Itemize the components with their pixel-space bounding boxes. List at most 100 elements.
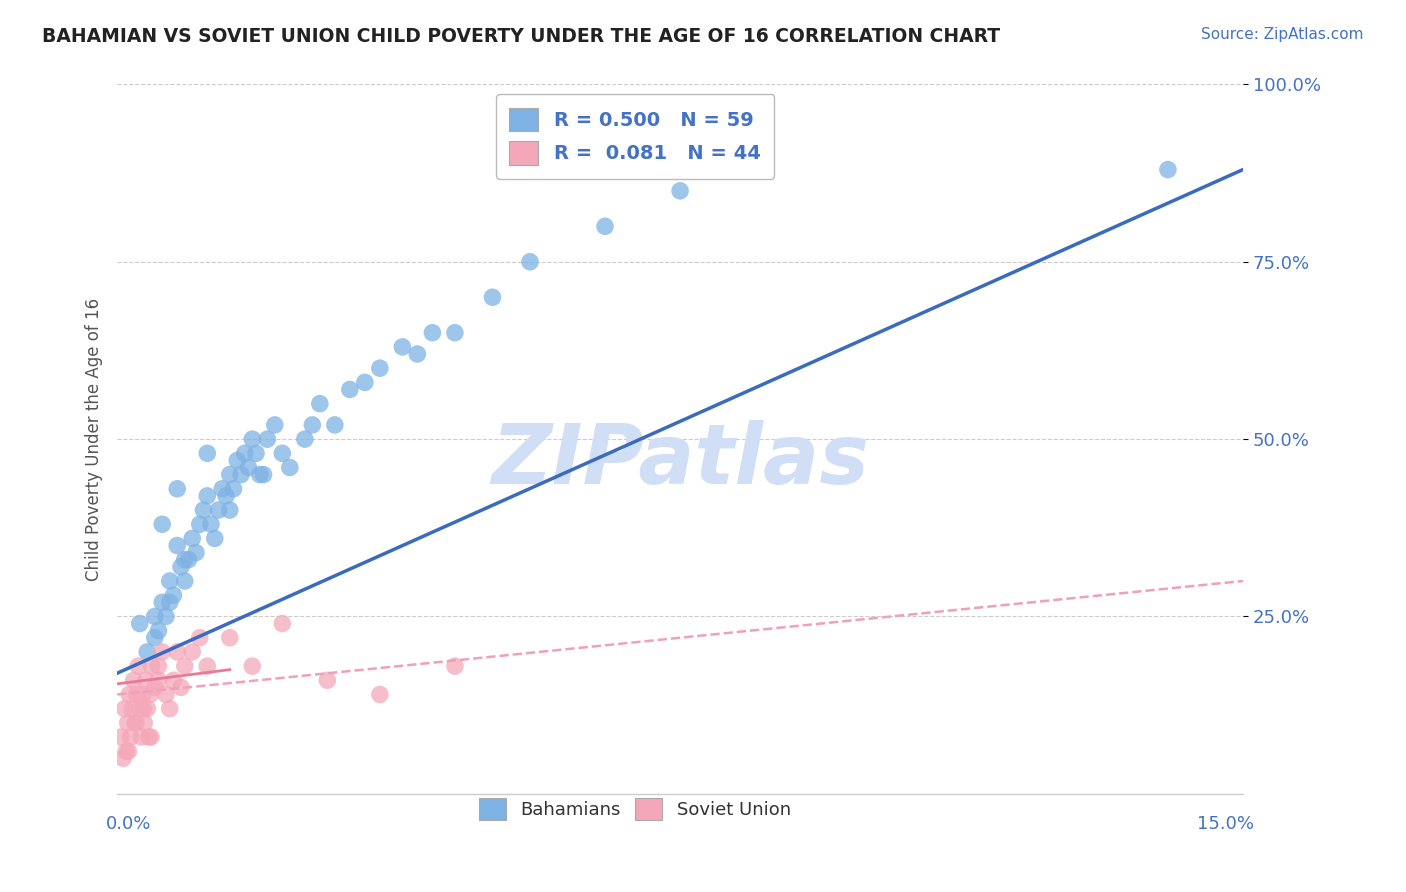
Point <box>121 701 143 715</box>
Point <box>143 609 166 624</box>
Point <box>256 432 278 446</box>
Point <box>195 659 218 673</box>
Point <box>162 673 184 688</box>
Point <box>117 715 139 730</box>
Point <box>181 532 204 546</box>
Point <box>135 673 157 688</box>
Text: BAHAMIAN VS SOVIET UNION CHILD POVERTY UNDER THE AGE OF 16 CORRELATION CHART: BAHAMIAN VS SOVIET UNION CHILD POVERTY U… <box>42 27 1000 45</box>
Point <box>150 645 173 659</box>
Point <box>143 681 166 695</box>
Point <box>127 659 149 673</box>
Point <box>444 659 467 673</box>
Point <box>184 546 207 560</box>
Point <box>481 290 503 304</box>
Point <box>128 616 150 631</box>
Point <box>118 688 141 702</box>
Point <box>170 681 193 695</box>
Point <box>193 503 215 517</box>
Point <box>1157 162 1180 177</box>
Point <box>159 595 181 609</box>
Point <box>422 326 444 340</box>
Point <box>148 673 170 688</box>
Point <box>136 645 159 659</box>
Point <box>136 701 159 715</box>
Point <box>143 631 166 645</box>
Point <box>229 467 252 482</box>
Point <box>406 347 429 361</box>
Point <box>278 460 301 475</box>
Point <box>128 701 150 715</box>
Point <box>139 688 162 702</box>
Point <box>131 688 153 702</box>
Point <box>181 645 204 659</box>
Point <box>669 184 692 198</box>
Point <box>159 574 181 588</box>
Point <box>110 730 132 744</box>
Point <box>139 730 162 744</box>
Point <box>316 673 339 688</box>
Point <box>141 659 163 673</box>
Point <box>245 446 267 460</box>
Point <box>162 588 184 602</box>
Point <box>132 701 155 715</box>
Point <box>252 467 274 482</box>
Point <box>188 517 211 532</box>
Point <box>170 559 193 574</box>
Point <box>271 616 294 631</box>
Point <box>593 219 616 234</box>
Text: 0.0%: 0.0% <box>105 815 152 833</box>
Point <box>323 417 346 432</box>
Point <box>263 417 285 432</box>
Point <box>124 715 146 730</box>
Point <box>218 503 240 517</box>
Point <box>117 744 139 758</box>
Point <box>211 482 233 496</box>
Point <box>368 688 391 702</box>
Point <box>173 552 195 566</box>
Point <box>155 609 177 624</box>
Point <box>218 467 240 482</box>
Point <box>125 688 148 702</box>
Point <box>177 552 200 566</box>
Point <box>150 517 173 532</box>
Point <box>339 383 361 397</box>
Point <box>115 744 138 758</box>
Point <box>188 631 211 645</box>
Point <box>207 503 229 517</box>
Point <box>120 730 142 744</box>
Point <box>159 701 181 715</box>
Point <box>150 595 173 609</box>
Point <box>155 688 177 702</box>
Point <box>134 715 156 730</box>
Text: 15.0%: 15.0% <box>1198 815 1254 833</box>
Point <box>195 489 218 503</box>
Point <box>391 340 413 354</box>
Point <box>122 673 145 688</box>
Point <box>240 659 263 673</box>
Point <box>204 532 226 546</box>
Point <box>233 446 256 460</box>
Point <box>354 376 377 390</box>
Point <box>166 482 188 496</box>
Point <box>308 397 330 411</box>
Y-axis label: Child Poverty Under the Age of 16: Child Poverty Under the Age of 16 <box>86 298 103 581</box>
Point <box>138 730 160 744</box>
Point <box>148 659 170 673</box>
Point <box>519 254 541 268</box>
Point <box>125 715 148 730</box>
Point <box>271 446 294 460</box>
Point <box>238 460 260 475</box>
Point <box>166 539 188 553</box>
Point <box>218 631 240 645</box>
Text: Source: ZipAtlas.com: Source: ZipAtlas.com <box>1201 27 1364 42</box>
Text: ZIPatlas: ZIPatlas <box>491 420 869 501</box>
Legend: Bahamians, Soviet Union: Bahamians, Soviet Union <box>472 791 799 827</box>
Point <box>200 517 222 532</box>
Point <box>301 417 323 432</box>
Point <box>294 432 316 446</box>
Point <box>166 645 188 659</box>
Point <box>226 453 249 467</box>
Point <box>215 489 238 503</box>
Point <box>148 624 170 638</box>
Point <box>222 482 245 496</box>
